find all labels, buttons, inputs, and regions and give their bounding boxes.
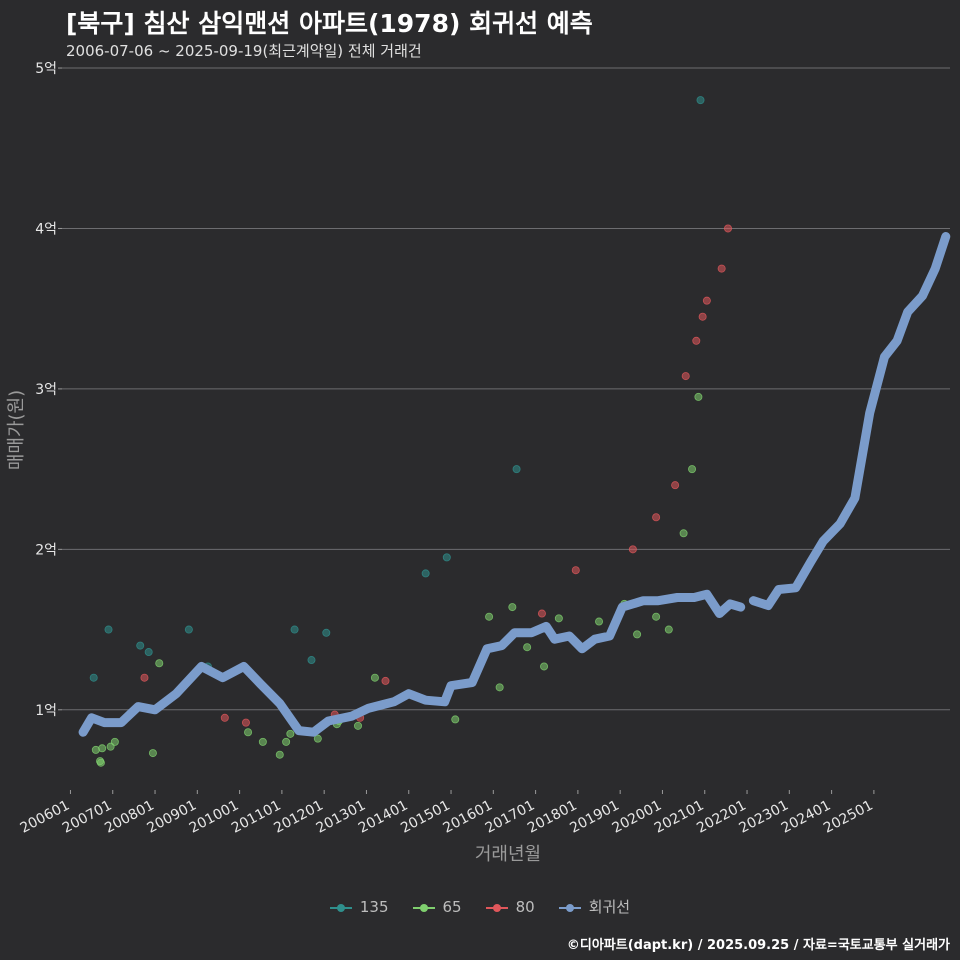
data-point [241, 718, 250, 727]
data-point [485, 612, 494, 621]
data-point [110, 737, 119, 746]
data-point [512, 465, 521, 474]
y-tick-label: 3억 [35, 382, 57, 398]
data-point [381, 676, 390, 685]
data-point [537, 609, 546, 618]
data-point [322, 628, 331, 637]
data-point [628, 545, 637, 554]
data-point [290, 625, 299, 634]
chart-legend: 135 65 80 회귀선 [0, 896, 960, 917]
data-point [282, 737, 291, 746]
x-tick-label: 202501 [821, 797, 876, 836]
legend-label: 65 [442, 898, 462, 916]
data-point [664, 625, 673, 634]
legend-label: 135 [359, 898, 389, 916]
x-axis-ticks: 2006012007012008012009012010012011012012… [18, 790, 876, 837]
scatter-points [89, 96, 733, 767]
legend-item: 135 [329, 898, 389, 916]
regression-line [78, 589, 746, 737]
data-point [554, 614, 563, 623]
y-tick-label: 4억 [35, 221, 57, 237]
data-point [258, 737, 267, 746]
data-point [220, 713, 229, 722]
data-point [692, 336, 701, 345]
legend-swatch [329, 903, 352, 913]
data-point [148, 749, 157, 758]
legend-label: 회귀선 [588, 898, 631, 916]
legend-swatch [558, 903, 581, 913]
data-point [96, 758, 105, 767]
data-point [104, 625, 113, 634]
data-point [694, 392, 703, 401]
y-tick-label: 5억 [35, 61, 57, 77]
data-point [184, 625, 193, 634]
data-point [451, 715, 460, 724]
x-axis-label: 거래년월 [475, 844, 541, 865]
data-point [698, 312, 707, 321]
y-axis-label: 매매가(원) [6, 390, 27, 470]
legend-item: 80 [485, 898, 535, 916]
data-point [681, 372, 690, 381]
source-credit: ©디아파트(dapt.kr) / 2025.09.25 / 자료=국토교통부 실… [566, 938, 950, 953]
data-point [702, 296, 711, 305]
data-point [370, 673, 379, 682]
data-point [155, 659, 164, 668]
data-point [508, 603, 517, 612]
data-point [98, 744, 107, 753]
data-point [307, 656, 316, 665]
data-point [89, 673, 98, 682]
data-point [679, 529, 688, 538]
chart-subtitle: 2006-07-06 ~ 2025-09-19(최근계약일) 전체 거래건 [66, 42, 422, 60]
data-point [275, 750, 284, 759]
data-point [688, 465, 697, 474]
legend-item: 회귀선 [558, 896, 631, 917]
data-point [244, 728, 253, 737]
regression-line-segment [748, 232, 951, 610]
data-point [286, 729, 295, 738]
chart-title: [북구] 침산 삼익맨션 아파트(1978) 회귀선 예측 [66, 9, 593, 38]
data-point [652, 513, 661, 522]
y-tick-label: 1억 [35, 703, 57, 719]
data-point [696, 96, 705, 105]
data-point [717, 264, 726, 273]
data-point [313, 734, 322, 743]
data-point [571, 566, 580, 575]
legend-item: 65 [412, 898, 462, 916]
data-point [633, 630, 642, 639]
y-tick-label: 2억 [35, 542, 57, 558]
grid-lines [62, 67, 950, 711]
data-point [540, 662, 549, 671]
data-point [671, 481, 680, 490]
data-point [144, 648, 153, 657]
data-point [595, 617, 604, 626]
data-point [523, 643, 532, 652]
data-point [442, 553, 451, 562]
legend-swatch [485, 903, 508, 913]
legend-swatch [412, 903, 435, 913]
data-point [136, 641, 145, 650]
data-point [421, 569, 430, 578]
legend-label: 80 [515, 898, 535, 916]
data-point [652, 612, 661, 621]
data-point [724, 224, 733, 233]
regression-lines [78, 232, 951, 737]
data-point [353, 721, 362, 730]
y-axis-ticks: 1억 2억 3억 4억 5억 [35, 61, 62, 719]
data-point [495, 683, 504, 692]
data-point [140, 673, 149, 682]
